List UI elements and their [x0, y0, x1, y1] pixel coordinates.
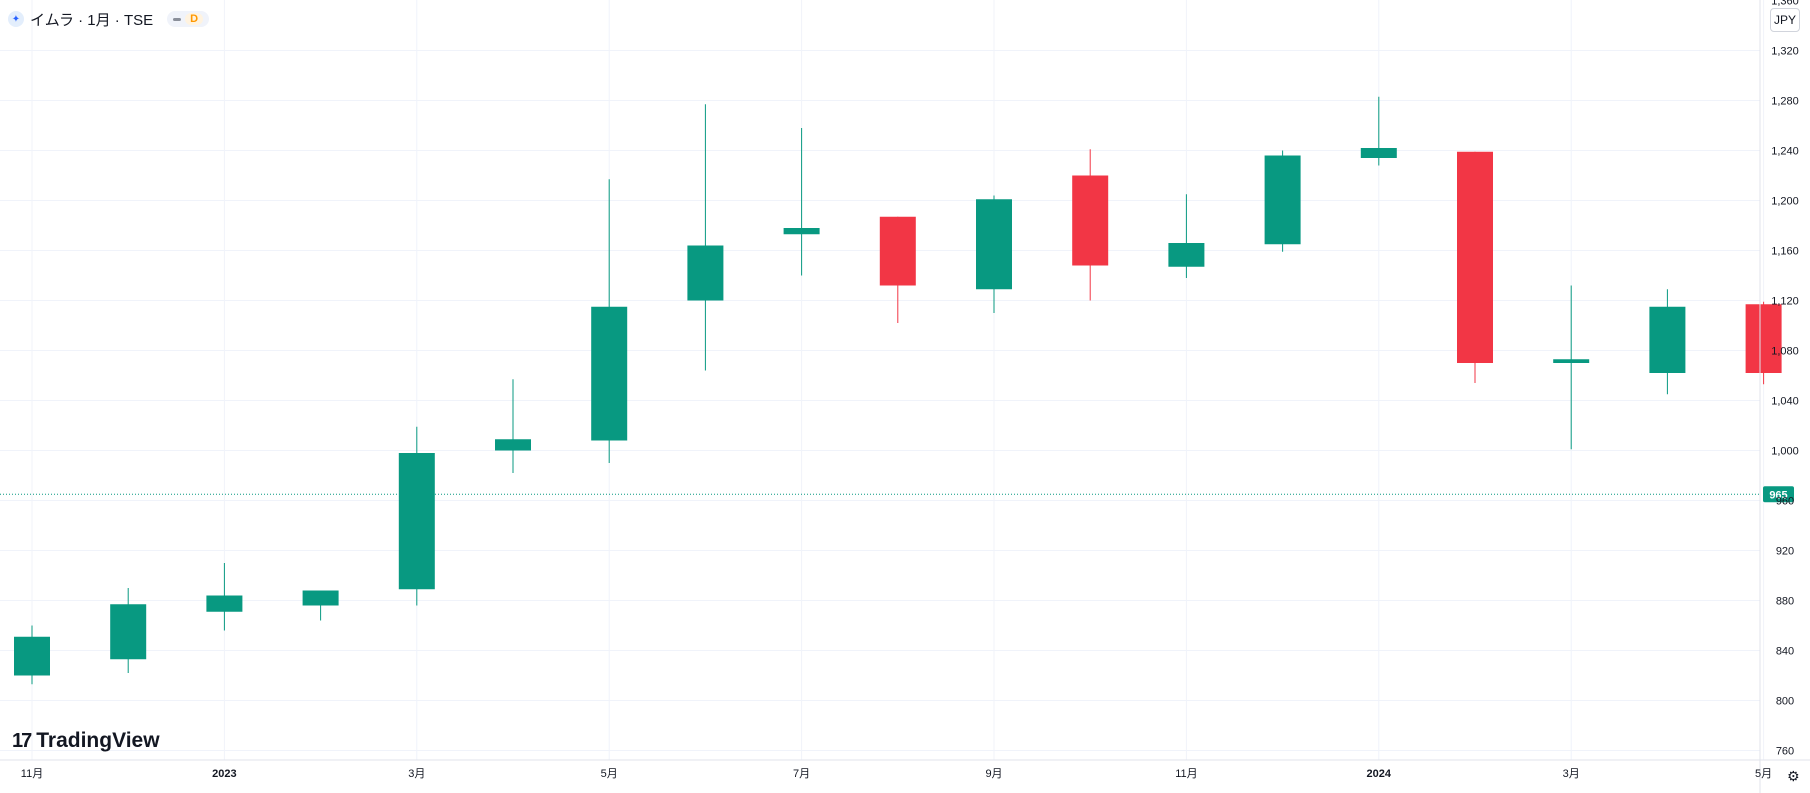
delayed-badge: D	[185, 13, 204, 25]
status-pill[interactable]: D	[167, 11, 210, 27]
y-tick-label: 1,000	[1771, 446, 1799, 458]
last-price-tag	[1763, 486, 1794, 503]
candle-body	[1072, 175, 1109, 266]
symbol-logo-icon: ✦	[8, 11, 24, 27]
candle-body	[1168, 243, 1205, 267]
candle-body	[206, 595, 243, 612]
y-tick-label: 1,120	[1771, 296, 1799, 308]
y-tick-label: 1,240	[1771, 146, 1799, 158]
minus-icon	[173, 17, 182, 21]
x-tick-label: 2023	[212, 768, 236, 780]
tradingview-brand[interactable]: 17 TradingView	[12, 729, 160, 753]
y-tick-label: 1,160	[1771, 246, 1799, 258]
time-axis[interactable]: 11月20233月5月7月9月11月20243月5月7月9月11月20253月5…	[0, 759, 1810, 780]
tradingview-wordmark: TradingView	[36, 729, 160, 752]
candle-body	[302, 590, 339, 606]
y-tick-label: 1,200	[1771, 196, 1799, 208]
candle-body	[14, 636, 50, 676]
candle-body	[1649, 306, 1686, 373]
candle-body	[591, 306, 628, 441]
symbol-header[interactable]: ✦ イムラ · 1月 · TSE D	[8, 8, 210, 30]
last-price-line: 965	[0, 486, 1794, 503]
candle-body	[783, 228, 820, 235]
candle-body	[976, 199, 1012, 290]
x-tick-label: 2024	[1367, 768, 1392, 780]
candles-layer	[14, 96, 1782, 685]
candle-body	[1264, 155, 1301, 245]
chart-grid	[0, 0, 1765, 760]
last-price-label: 965	[1769, 489, 1787, 501]
x-tick-label: 3月	[408, 768, 425, 780]
candle-body	[398, 453, 435, 590]
y-tick-label: 880	[1776, 596, 1794, 608]
candle-body	[495, 439, 531, 451]
x-tick-label: 3月	[1563, 768, 1580, 780]
x-tick-label: 5月	[601, 768, 618, 780]
y-tick-label: 1,040	[1771, 396, 1799, 408]
candle-body	[687, 245, 724, 301]
gear-icon[interactable]: ⚙	[1787, 769, 1800, 785]
y-tick-label: 1,320	[1771, 46, 1799, 58]
candle-body	[110, 604, 147, 660]
x-tick-label: 5月	[1755, 768, 1772, 780]
y-tick-label: 760	[1776, 746, 1794, 758]
x-tick-label: 11月	[1175, 768, 1197, 780]
y-tick-label: 1,280	[1771, 96, 1799, 108]
y-tick-label-partial: 1,360	[1771, 0, 1799, 8]
candle-body	[1457, 151, 1493, 363]
y-tick-label: 840	[1776, 646, 1794, 658]
currency-button[interactable]: JPY	[1770, 8, 1800, 32]
y-tick-label: 920	[1776, 546, 1794, 558]
x-tick-label: 7月	[793, 768, 810, 780]
candle-body	[879, 216, 916, 286]
x-tick-label: 11月	[21, 768, 43, 780]
y-tick-label: 800	[1776, 696, 1794, 708]
tradingview-logo-icon: 17	[12, 729, 32, 752]
price-axis[interactable]: 760 800 840 880 920 960 1,000 1,040 1,080 1,120 1,…	[1759, 0, 1799, 793]
x-tick-label: 9月	[985, 768, 1002, 780]
y-tick-label: 1,080	[1771, 346, 1799, 358]
candle-body	[1745, 304, 1782, 373]
candle-body	[1553, 359, 1590, 363]
candle-body	[1360, 148, 1397, 158]
symbol-title[interactable]: イムラ · 1月 · TSE	[30, 11, 154, 29]
y-tick-label: 960	[1776, 496, 1794, 508]
